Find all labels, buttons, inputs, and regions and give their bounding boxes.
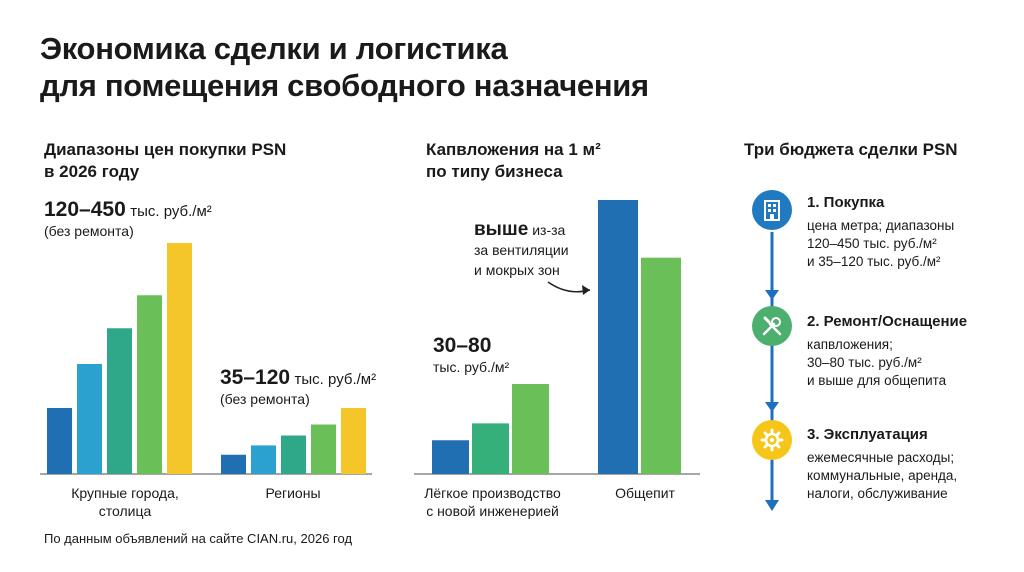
- higher-annotation: выше из-за за вентиляции и мокрых зон: [474, 220, 569, 280]
- big-range-label: 120–450 тыс. руб./м² (без ремонта): [44, 198, 212, 240]
- mid-cat1-line-1: Лёгкое производство: [424, 485, 561, 501]
- left-bar-2-1: [221, 454, 246, 474]
- small-range-unit: тыс. руб./м²: [294, 371, 377, 388]
- left-category-2: Регионы: [265, 485, 321, 501]
- mid-range-label: 30–80 тыс. руб./м²: [433, 334, 509, 376]
- big-range-unit: тыс. руб./м²: [130, 203, 212, 220]
- left-bar-1-1: [47, 408, 72, 474]
- step-3-title: 3. Эксплуатация: [807, 426, 928, 443]
- mid-bar-2-1: [598, 200, 638, 474]
- left-cat1-line-2: столица: [98, 503, 152, 519]
- big-range-value: 120–450: [44, 198, 126, 221]
- left-cat1-line-1: Крупные города,: [71, 485, 179, 501]
- title-line-2: для помещения свободного назначения: [40, 68, 649, 103]
- step-1-line-3: и 35–120 тыс. руб./м²: [807, 254, 941, 269]
- big-range-note: (без ремонта): [44, 223, 134, 239]
- left-bar-1-5: [167, 243, 192, 474]
- step-1-line-2: 120–450 тыс. руб./м²: [807, 236, 937, 251]
- step-2: 2. Ремонт/Оснащение капвложения; 30–80 т…: [807, 312, 967, 390]
- small-range-value: 35–120: [220, 366, 291, 389]
- step-3-line-3: налоги, обслуживание: [807, 486, 948, 501]
- source-note: По данным объявлений на сайте CIAN.ru, 2…: [44, 531, 353, 546]
- left-category-1: Крупные города, столица: [40, 484, 210, 520]
- higher-line-3: и мокрых зон: [474, 262, 560, 278]
- right-heading: Три бюджета сделки PSN: [744, 140, 958, 159]
- title-line-1: Экономика сделки и логистика: [40, 31, 508, 66]
- mid-chart-heading: Капвложения на 1 м² по типу бизнеса: [426, 139, 601, 183]
- small-range-label: 35–120 тыс. руб./м² (без ремонта): [220, 366, 376, 408]
- small-range-note: (без ремонта): [220, 391, 310, 407]
- step-2-line-2: 30–80 тыс. руб./м²: [807, 355, 922, 370]
- step-3-line-2: коммунальные, аренда,: [807, 468, 958, 483]
- higher-bold: выше: [474, 219, 529, 240]
- step-1-line-1: цена метра; диапазоны: [807, 218, 955, 233]
- gear-icon: [752, 420, 792, 460]
- left-bar-1-4: [137, 295, 162, 474]
- higher-line-2: за вентиляции: [474, 242, 569, 258]
- mid-bar-1-3: [512, 384, 549, 474]
- step-2-line-1: капвложения;: [807, 337, 893, 352]
- left-bar-1-3: [107, 328, 132, 474]
- left-heading-line-2: в 2026 году: [44, 162, 140, 181]
- left-bar-2-5: [341, 408, 366, 474]
- mid-range-unit: тыс. руб./м²: [433, 359, 510, 375]
- step-2-line-3: и выше для общепита: [807, 373, 947, 388]
- step-1-title: 1. Покупка: [807, 194, 885, 211]
- annotation-arrowhead: [582, 285, 590, 295]
- step-1: 1. Покупка цена метра; диапазоны 120–450…: [807, 193, 954, 271]
- mid-category-1: Лёгкое производство с новой инженерией: [410, 484, 575, 520]
- mid-cat1-line-2: с новой инженерией: [426, 503, 559, 519]
- mid-range-value: 30–80: [433, 334, 492, 357]
- mid-category-2: Общепит: [615, 485, 675, 501]
- left-heading-line-1: Диапазоны цен покупки PSN: [44, 140, 287, 159]
- arrowhead-3: [765, 500, 779, 511]
- mid-heading-line-1: Капвложения на 1 м²: [426, 140, 601, 159]
- left-bar-2-2: [251, 445, 276, 474]
- mid-bar-2-2: [641, 257, 681, 474]
- higher-rest: из-за: [532, 222, 566, 238]
- tools-icon: [752, 306, 792, 346]
- mid-bar-1-2: [472, 423, 509, 474]
- left-chart-heading: Диапазоны цен покупки PSN в 2026 году: [44, 139, 286, 183]
- left-bar-1-2: [77, 364, 102, 474]
- building-icon: [752, 190, 792, 230]
- left-bar-2-4: [311, 424, 336, 474]
- step-3-line-1: ежемесячные расходы;: [807, 450, 955, 465]
- step-3: 3. Эксплуатация ежемесячные расходы; ком…: [807, 425, 957, 503]
- step-2-title: 2. Ремонт/Оснащение: [807, 313, 968, 330]
- mid-heading-line-2: по типу бизнеса: [426, 162, 563, 181]
- mid-bar-1-1: [432, 440, 469, 474]
- page-title: Экономика сделки и логистика для помещен…: [40, 30, 649, 104]
- arrowhead-1: [765, 290, 779, 300]
- left-bar-2-3: [281, 435, 306, 474]
- arrowhead-2: [765, 402, 779, 412]
